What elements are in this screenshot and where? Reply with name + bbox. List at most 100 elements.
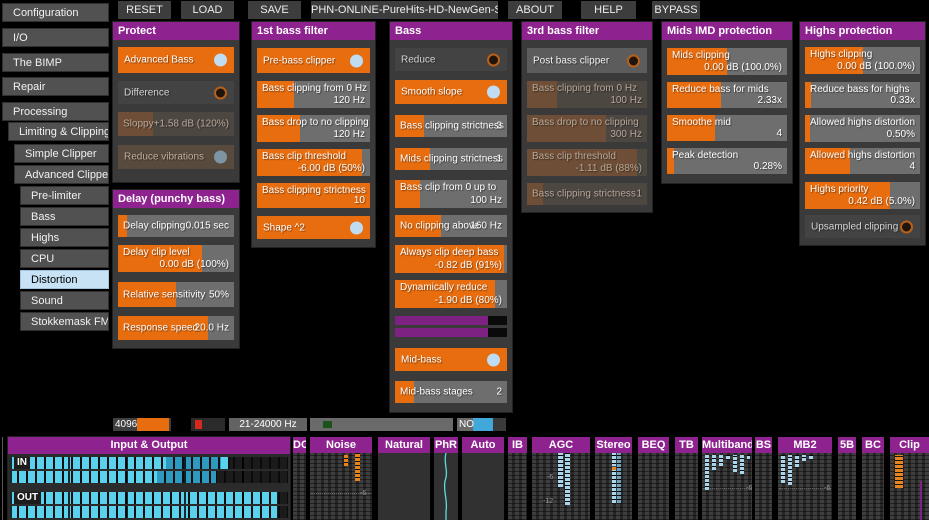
no-toggle-fill: [473, 418, 493, 431]
meter-panel-title[interactable]: Multiband: [702, 437, 752, 453]
meter-panel-title[interactable]: BC: [862, 437, 884, 453]
load-button[interactable]: LOAD: [181, 1, 234, 19]
mini-meter-red-bar: [195, 420, 202, 429]
sidebar-item-sound[interactable]: Sound: [20, 291, 109, 310]
bass-clipping-from-0-hz-slider[interactable]: Bass clipping from 0 Hz 120 Hz: [257, 81, 370, 108]
slider-label: Dynamically reduce: [400, 282, 488, 293]
post-bass-clipper-toggle[interactable]: Post bass clipper: [527, 48, 647, 73]
bass-drop-to-no-clipping-slider[interactable]: Bass drop to no clipping 120 Hz: [257, 115, 370, 142]
sidebar-item-stokkemask-fm[interactable]: Stokkemask FM: [20, 312, 109, 331]
mid-bass-toggle[interactable]: Mid-bass: [395, 348, 507, 371]
meter-panel-body: [378, 453, 430, 520]
sidebar-item-highs[interactable]: Highs: [20, 228, 109, 247]
toggle-label: Advanced Bass: [124, 54, 194, 66]
about-button[interactable]: ABOUT: [508, 1, 562, 19]
mids-clipping-slider[interactable]: Mids clipping 0.00 dB (100.0%): [667, 48, 787, 75]
upsampled-clipping-toggle[interactable]: Upsampled clipping: [805, 215, 920, 238]
slider-fill: [257, 149, 363, 176]
meter-panel-title[interactable]: BEQ: [638, 437, 669, 453]
help-button[interactable]: HELP: [581, 1, 636, 19]
toggle-indicator: [627, 54, 640, 67]
meter-panel-title[interactable]: Auto: [462, 437, 504, 453]
smooth-slope-toggle[interactable]: Smooth slope: [395, 80, 507, 104]
sidebar-item-processing[interactable]: Processing: [2, 102, 109, 121]
bass-clip-threshold-slider[interactable]: Bass clip threshold -6.00 dB (50%): [257, 149, 370, 176]
meter-panel-title[interactable]: MB2: [778, 437, 832, 453]
reset-button[interactable]: RESET: [118, 1, 171, 19]
reduce-vibrations-toggle[interactable]: Reduce vibrations: [118, 145, 234, 169]
save-button[interactable]: SAVE: [248, 1, 301, 19]
sidebar-item-repair[interactable]: Repair: [2, 77, 109, 96]
highs-clipping-slider[interactable]: Highs clipping 0.00 dB (100.0%): [805, 47, 920, 74]
advanced-bass-toggle[interactable]: Advanced Bass: [118, 47, 234, 73]
allowed-highs-distortion-slider[interactable]: Allowed highs distortion 0.50%: [805, 115, 920, 142]
sidebar-item-cpu[interactable]: CPU: [20, 249, 109, 268]
preset-name-field[interactable]: PHN-ONLINE-PureHits-HD-NewGen-ST9: [311, 1, 498, 19]
allowed-highs-distortion-slider[interactable]: Allowed highs distortion 4: [805, 148, 920, 174]
bass-clip-threshold-slider[interactable]: Bass clip threshold -1.11 dB (88%): [527, 149, 647, 176]
relative-sensitivity-slider[interactable]: Relative sensitivity 50%: [118, 282, 234, 307]
slider-fill: [527, 81, 557, 108]
tick-label: -12: [543, 498, 554, 505]
meter-panel-body: [638, 453, 669, 520]
always-clip-deep-bass-slider[interactable]: Always clip deep bass -0.82 dB (91%): [395, 245, 507, 273]
meter-panel-title[interactable]: 5B: [838, 437, 856, 453]
meter-panel-title[interactable]: TB: [675, 437, 698, 453]
sidebar-item-bass[interactable]: Bass: [20, 207, 109, 226]
meter-panel-title[interactable]: Stereo: [595, 437, 632, 453]
sidebar-item-pre-limiter[interactable]: Pre-limiter: [20, 186, 109, 205]
level-meter-lit: [10, 492, 277, 504]
slider-value: +1.58 dB (120%): [153, 118, 229, 130]
meter-panel-title[interactable]: PhR: [434, 437, 458, 453]
difference-toggle[interactable]: Difference: [118, 81, 234, 104]
bass-clipping-from-0-hz-slider[interactable]: Bass clipping from 0 Hz 100 Hz: [527, 81, 647, 108]
slider-label: Highs priority: [810, 184, 869, 195]
smoothe-mid-slider[interactable]: Smoothe mid 4: [667, 115, 787, 141]
meter-panel-title[interactable]: IB: [508, 437, 527, 453]
bass-clipping-strictness-slider[interactable]: Bass clipping strictness 3: [395, 115, 507, 137]
divider-line: [2, 437, 3, 520]
peak-detection-slider[interactable]: Peak detection 0.28%: [667, 148, 787, 174]
sloppy-slider[interactable]: Sloppy +1.58 dB (120%): [118, 112, 234, 136]
bass-drop-to-no-clipping-slider[interactable]: Bass drop to no clipping 300 Hz: [527, 115, 647, 142]
panel-title: Delay (punchy bass): [113, 190, 239, 208]
sidebar-item-the-bimp[interactable]: The BIMP: [2, 53, 109, 72]
no-clipping-above-slider[interactable]: No clipping above 160 Hz: [395, 215, 507, 237]
slider-fill: [805, 115, 810, 142]
slider-value: 0.50%: [886, 129, 915, 140]
bass-clipping-strictness-slider[interactable]: Bass clipping strictness 10: [257, 183, 370, 208]
delay-clip-level-slider[interactable]: Delay clip level 0.00 dB (100%): [118, 245, 234, 272]
meter-panel-title[interactable]: AGC: [532, 437, 590, 453]
bypass-button[interactable]: BYPASS: [652, 1, 700, 19]
reduce-toggle[interactable]: Reduce: [395, 48, 507, 71]
sidebar-item-i-o[interactable]: I/O: [2, 28, 109, 47]
highs-priority-slider[interactable]: Highs priority 0.42 dB (5.0%): [805, 182, 920, 209]
pre-bass-clipper-toggle[interactable]: Pre-bass clipper: [257, 48, 370, 73]
shape-2-toggle[interactable]: Shape ^2: [257, 216, 370, 239]
meter-panel-title[interactable]: BS: [755, 437, 772, 453]
no-toggle[interactable]: NO: [457, 418, 506, 431]
meter-panel-body: [462, 453, 504, 520]
io-channel-label: IN: [14, 457, 30, 469]
sidebar-item-limiting-clipping[interactable]: Limiting & Clipping: [8, 122, 109, 141]
sidebar-item-simple-clipper[interactable]: Simple Clipper: [14, 144, 109, 163]
meter-panel-title[interactable]: Natural: [378, 437, 430, 453]
reduce-bass-for-mids-slider[interactable]: Reduce bass for mids 2.33x: [667, 82, 787, 108]
sidebar-item-distortion[interactable]: Distortion: [20, 270, 109, 289]
meter-panel-title[interactable]: Noise: [310, 437, 372, 453]
mids-clipping-strictness-slider[interactable]: Mids clipping strictness 1: [395, 148, 507, 170]
mid-bass-stages-slider[interactable]: Mid-bass stages 2: [395, 381, 507, 403]
reduce-bass-for-highs-slider[interactable]: Reduce bass for highs 0.33x: [805, 82, 920, 108]
slider-value: -6.00 dB (50%): [297, 163, 365, 174]
fft-size-slider[interactable]: 4096: [113, 418, 171, 431]
toggle-indicator: [487, 53, 500, 66]
sidebar-item-configuration[interactable]: Configuration: [2, 3, 109, 22]
bass-clipping-strictness-slider[interactable]: Bass clipping strictness 1: [527, 183, 647, 205]
meter-panel-title[interactable]: Clip: [890, 437, 929, 453]
bass-clip-from-0-up-to-slider[interactable]: Bass clip from 0 up to 100 Hz: [395, 180, 507, 208]
response-speed-slider[interactable]: Response speed 20.0 Hz: [118, 316, 234, 340]
meter-panel-title[interactable]: DC: [293, 437, 306, 453]
dynamically-reduce-slider[interactable]: Dynamically reduce -1.90 dB (80%): [395, 280, 507, 308]
delay-clipping-slider[interactable]: Delay clipping 0.015 sec: [118, 215, 234, 237]
sidebar-item-advanced-clipper[interactable]: Advanced Clipper: [14, 165, 109, 184]
